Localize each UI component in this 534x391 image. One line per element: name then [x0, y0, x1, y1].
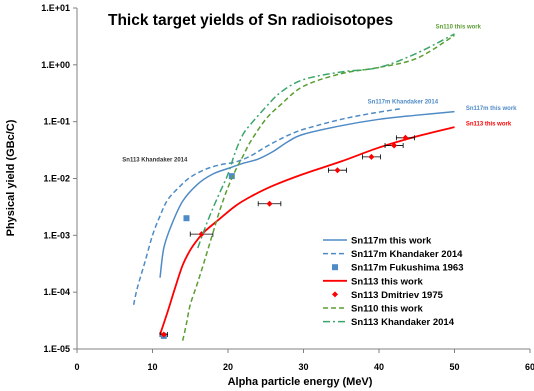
annotation-label: Sn113 Khandaker 2014: [122, 157, 188, 163]
x-tick-label: 60: [525, 362, 534, 372]
sn113-khandaker-2014-line: [197, 33, 455, 249]
chart-title: Thick target yields of Sn radioisotopes: [108, 12, 393, 29]
plot-area: [132, 33, 455, 341]
legend-label-sn113-khandaker-2014: Sn113 Khandaker 2014: [351, 317, 455, 328]
sn117m-this-work-line: [159, 110, 455, 278]
x-tick-label: 20: [223, 362, 233, 372]
legend-label-sn117m-khandaker-2014: Sn117m Khandaker 2014: [351, 249, 463, 260]
annotation-label: Sn117m Khandaker 2014: [368, 99, 439, 105]
annotations: Sn110 this work Sn117m Khandaker 2014 Sn11…: [122, 24, 517, 163]
sn113-dmitriev-1975-point: [160, 331, 167, 338]
x-axis-title: Alpha particle energy (MeV): [228, 376, 373, 388]
annotation-label: Sn110 this work: [436, 24, 482, 30]
legend-marker-sn113-dmitriev-1975: [332, 291, 338, 298]
x-tick-label: 50: [449, 362, 459, 372]
legend-marker-sn117m-fukushima-1963: [332, 264, 338, 271]
annotation-label: Sn117m this work: [466, 106, 517, 112]
sn113-dmitriev-1975-point: [334, 167, 341, 174]
sn117m-fukushima-1963-point: [183, 215, 190, 222]
sn113-dmitriev-1975-point: [368, 153, 375, 160]
y-axis-title: Physical yield (GBc/C): [5, 119, 17, 236]
y-tick-label: 1.E-02: [43, 174, 70, 184]
x-tick-label: 30: [298, 362, 308, 372]
legend-label-sn113-this-work: Sn113 this work: [351, 276, 424, 287]
sn113-dmitriev-1975-point: [266, 200, 273, 207]
x-tick-label: 10: [147, 362, 157, 372]
legend-label-sn113-dmitriev-1975: Sn113 Dmitriev 1975: [351, 290, 444, 301]
sn117m-fukushima-1963-point: [228, 173, 235, 180]
y-tick-label: 1.E-01: [43, 117, 70, 127]
sn113-dmitriev-1975-point: [391, 142, 398, 149]
legend-label-sn117m-this-work: Sn117m this work: [351, 236, 432, 247]
y-tick-label: 1.E+00: [41, 60, 70, 70]
y-tick-label: 1.E-03: [43, 230, 70, 240]
y-tick-label: 1.E-04: [43, 287, 70, 297]
y-tick-label: 1.E+01: [41, 3, 70, 13]
legend-label-sn117m-fukushima-1963: Sn117m Fukushima 1963: [351, 263, 463, 274]
x-tick-label: 40: [374, 362, 384, 372]
legend: Sn117m this work Sn117m Khandaker 2014 Sn1…: [323, 236, 463, 328]
annotation-label: Sn113 this work: [466, 122, 512, 128]
sn110-this-work-line: [181, 34, 455, 341]
y-tick-label: 1.E-05: [43, 344, 70, 354]
sn113-dmitriev-1975-point: [402, 134, 409, 141]
sn117m-khandaker-2014-line: [132, 107, 402, 305]
axes: 0 10 20 30 40 50 60 1.E-05 1.E-04 1.E-03 1.E-02 1.E…: [41, 3, 534, 372]
sn113-this-work-line: [159, 126, 455, 335]
x-tick-label: 0: [74, 362, 79, 372]
legend-label-sn110-this-work: Sn110 this work: [351, 304, 424, 315]
